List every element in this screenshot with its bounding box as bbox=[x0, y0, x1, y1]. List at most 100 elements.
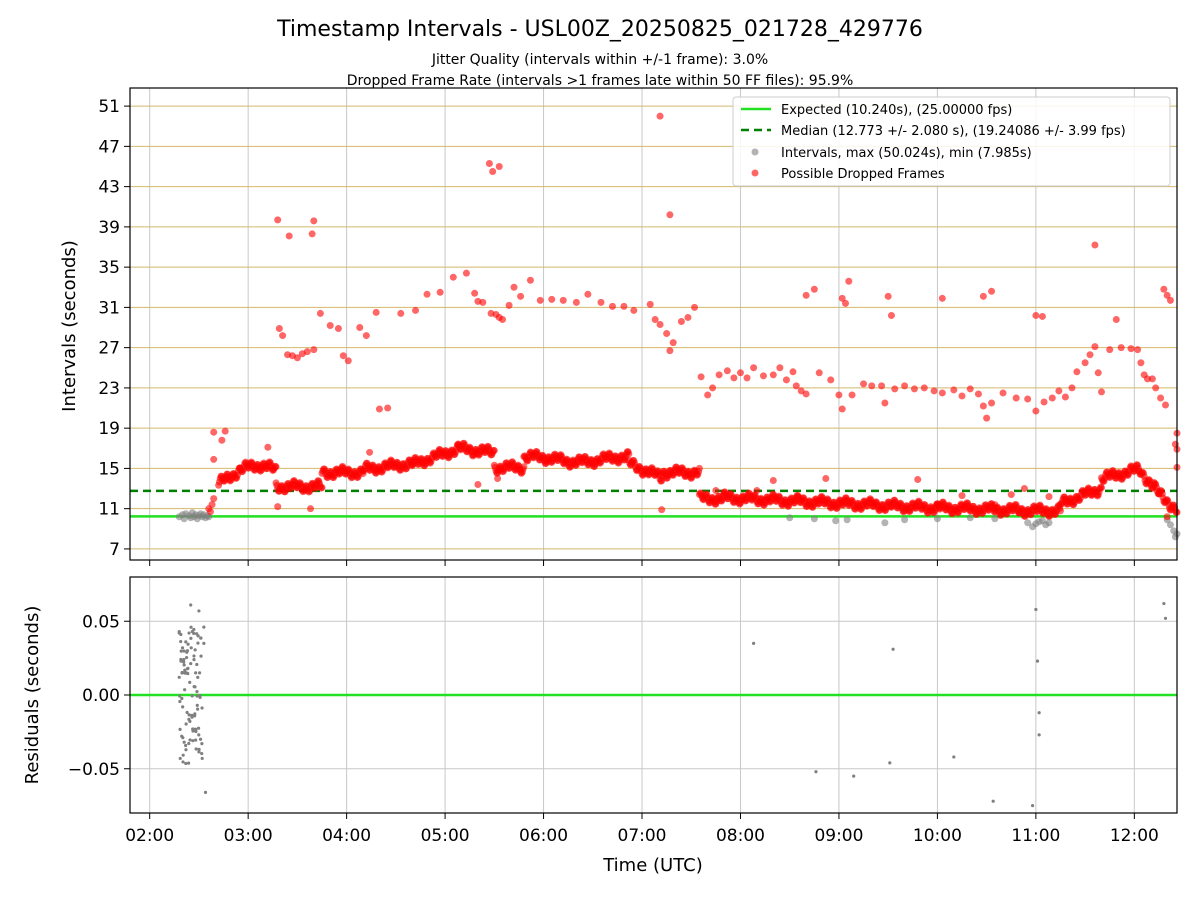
residual-point bbox=[182, 740, 186, 744]
residual-cluster-point bbox=[180, 734, 184, 738]
dropped-frame-point bbox=[479, 298, 487, 306]
dropped-frame-point bbox=[958, 392, 966, 400]
residual-point bbox=[180, 646, 185, 650]
dropped-frame-point bbox=[499, 315, 507, 323]
dropped-frame-point bbox=[584, 290, 592, 298]
residual-cluster-point bbox=[178, 727, 182, 731]
residual-point bbox=[179, 632, 183, 637]
interval-point bbox=[843, 516, 851, 524]
dropped-frame-point bbox=[848, 391, 856, 399]
dropped-frame-point bbox=[910, 385, 918, 393]
legend-entry-label: Intervals, max (50.024s), min (7.985s) bbox=[781, 146, 1032, 161]
x-tick-label: 10:00 bbox=[913, 826, 962, 846]
interval-point bbox=[1024, 519, 1032, 527]
dropped-frame-point bbox=[462, 269, 470, 277]
dropped-frame-point bbox=[597, 298, 605, 306]
dropped-frame-point bbox=[1157, 394, 1165, 402]
bottom-y-axis-label: Residuals (seconds) bbox=[22, 606, 43, 785]
dropped-frame-point bbox=[344, 357, 352, 365]
dropped-frame-point bbox=[608, 302, 616, 310]
x-tick-label: 08:00 bbox=[716, 826, 765, 846]
dropped-frame-point bbox=[988, 287, 996, 295]
residual-cluster-point bbox=[189, 661, 193, 666]
dropped-frame-point bbox=[356, 324, 364, 332]
dropped-frame-point bbox=[646, 300, 654, 308]
residual-cluster-point bbox=[196, 707, 200, 711]
dropped-frame-point bbox=[1020, 485, 1028, 493]
residual-cluster-point bbox=[199, 636, 203, 640]
dropped-frame-point bbox=[559, 296, 567, 304]
residual-cluster-point bbox=[181, 705, 185, 709]
residual-point bbox=[891, 647, 895, 651]
residual-cluster-point bbox=[181, 753, 185, 757]
dropped-frame-point bbox=[210, 428, 218, 436]
dropped-frame-point bbox=[838, 405, 846, 413]
legend-intervals-swatch bbox=[751, 148, 759, 156]
residual-cluster-point bbox=[193, 714, 197, 718]
dropped-frame-band-point bbox=[272, 463, 280, 471]
residual-cluster-point bbox=[200, 706, 204, 710]
residual-point bbox=[202, 641, 206, 645]
dropped-frame-point bbox=[782, 376, 790, 384]
dropped-frame-point bbox=[891, 385, 899, 393]
residual-point bbox=[197, 609, 201, 613]
dropped-frame-point bbox=[1094, 369, 1102, 377]
dropped-frame-point bbox=[1068, 384, 1076, 392]
dropped-frame-point bbox=[536, 296, 544, 304]
dropped-frame-point bbox=[372, 308, 380, 316]
residual-point bbox=[1030, 804, 1035, 808]
residual-cluster-point bbox=[184, 722, 188, 726]
residual-cluster-point bbox=[179, 657, 183, 662]
dropped-frame-point bbox=[794, 493, 802, 501]
dropped-frame-band-point bbox=[695, 464, 703, 472]
dropped-frame-point bbox=[838, 294, 846, 302]
legend: Expected (10.240s), (25.00000 fps) Median… bbox=[732, 96, 1171, 187]
dropped-frame-point bbox=[471, 289, 479, 297]
dropped-frame-point bbox=[1106, 346, 1114, 354]
dropped-frame-point bbox=[630, 306, 638, 314]
legend-box bbox=[732, 96, 1171, 187]
residual-point bbox=[202, 625, 206, 629]
dropped-frame-point bbox=[1024, 395, 1032, 403]
residual-cluster-point bbox=[194, 727, 198, 731]
figure-title: Timestamp Intervals - USL00Z_20250825_02… bbox=[276, 17, 923, 42]
residual-cluster-point bbox=[195, 690, 199, 694]
dropped-frame-point bbox=[474, 481, 482, 489]
residual-cluster-point bbox=[189, 636, 193, 640]
dropped-frame-point bbox=[1012, 394, 1020, 402]
dropped-frame-point bbox=[979, 292, 987, 300]
residual-point bbox=[814, 770, 818, 774]
residual-cluster-point bbox=[180, 671, 184, 675]
residual-cluster-point bbox=[199, 654, 203, 658]
dropped-frame-point bbox=[759, 372, 767, 380]
residual-cluster-point bbox=[178, 699, 182, 704]
dropped-frame-point bbox=[715, 371, 723, 379]
dropped-frame-point bbox=[802, 390, 810, 398]
dropped-frame-point bbox=[884, 292, 892, 300]
residual-cluster-point bbox=[182, 657, 186, 662]
dropped-frame-point bbox=[375, 405, 383, 413]
dropped-frame-point bbox=[1086, 351, 1094, 359]
residual-cluster-point bbox=[196, 675, 200, 679]
residual-cluster-point bbox=[197, 750, 201, 754]
dropped-frame-point bbox=[1148, 375, 1156, 383]
dropped-frame-point bbox=[914, 475, 922, 483]
dropped-frame-point bbox=[958, 492, 966, 500]
dropped-frame-band-point bbox=[520, 463, 528, 471]
residual-cluster-point bbox=[184, 748, 188, 752]
residual-cluster-point bbox=[180, 696, 184, 701]
dropped-frame-point bbox=[308, 230, 316, 238]
x-tick-label: 03:00 bbox=[224, 826, 273, 846]
dropped-frame-point bbox=[822, 474, 830, 482]
dropped-frame-point bbox=[938, 389, 946, 397]
residual-point bbox=[195, 703, 199, 707]
dropped-frame-point bbox=[620, 302, 628, 310]
dropped-frame-point bbox=[769, 371, 777, 379]
dropped-frame-point bbox=[208, 501, 216, 509]
dropped-frame-point bbox=[1166, 296, 1174, 304]
dropped-frame-point bbox=[743, 374, 751, 382]
dropped-frame-point bbox=[572, 298, 580, 306]
dropped-frame-point bbox=[669, 339, 677, 347]
dropped-frame-point bbox=[730, 374, 738, 382]
